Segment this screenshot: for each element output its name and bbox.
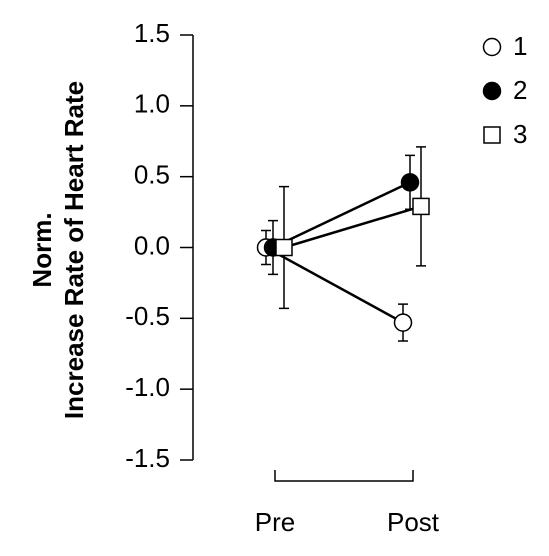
y-tick-label: -1.5 [125,443,170,473]
x-tick-label: Post [387,507,440,537]
y-tick-label: 0.0 [134,230,170,260]
series-line [265,246,404,324]
x-tick-label: Pre [255,507,295,537]
legend-marker [482,81,502,101]
legend-label: 3 [513,119,527,149]
legend-marker [483,126,501,144]
y-tick-label: 1.0 [134,89,170,119]
x-axis [274,470,414,482]
y-tick-label: -1.0 [125,372,170,402]
legend-label: 1 [513,31,527,61]
y-tick-label: 0.5 [134,160,170,190]
data-point [412,197,430,216]
legend-marker [482,37,502,57]
y-axis-label: Norm. [27,212,57,287]
series-line [283,205,422,249]
y-tick-label: -0.5 [125,301,170,331]
y-tick-label: 1.5 [134,18,170,48]
data-point [400,173,420,192]
y-axis-label: Increase Rate of Heart Rate [59,81,89,419]
series-line [272,181,411,249]
data-point [275,238,293,257]
legend-label: 2 [513,75,527,105]
data-point [393,313,413,332]
